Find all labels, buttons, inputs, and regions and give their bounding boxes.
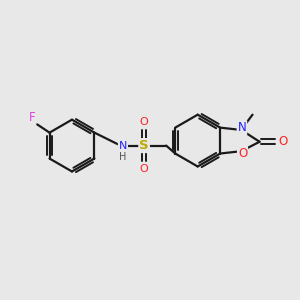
Text: N: N [238, 121, 246, 134]
Text: O: O [140, 164, 148, 174]
Text: N: N [119, 141, 127, 151]
Text: O: O [140, 117, 148, 127]
Text: H: H [119, 152, 127, 162]
Text: O: O [238, 147, 247, 160]
Text: F: F [28, 111, 35, 124]
Text: O: O [278, 135, 287, 148]
Text: S: S [139, 139, 149, 152]
